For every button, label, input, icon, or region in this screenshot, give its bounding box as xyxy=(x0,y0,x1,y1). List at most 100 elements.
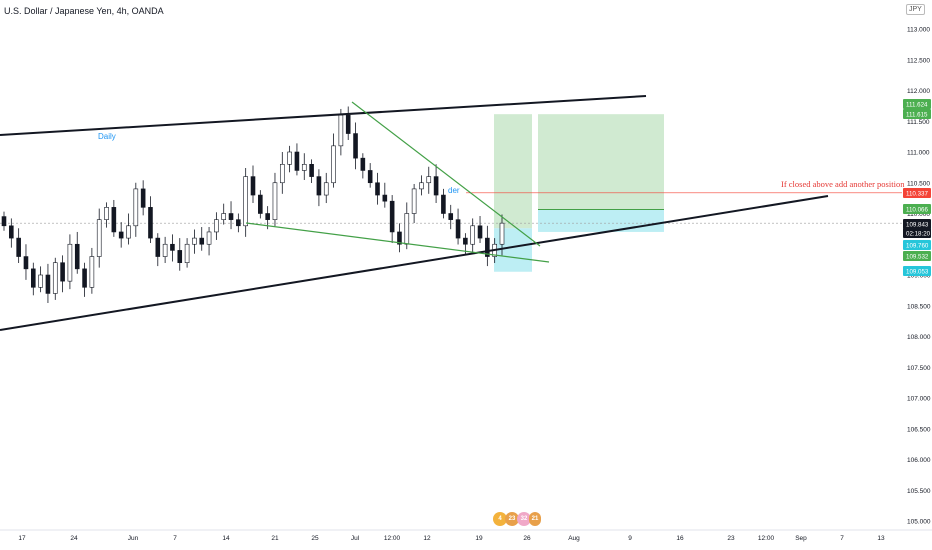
price-label-green xyxy=(903,99,931,109)
y-tick-label: 111.000 xyxy=(907,150,930,157)
candle-body xyxy=(309,164,314,177)
y-tick-label: 105.500 xyxy=(907,488,931,495)
candle-body xyxy=(214,219,219,233)
candle-body xyxy=(477,225,483,239)
price-label-text: 111.624 xyxy=(906,102,928,109)
y-tick-label: 107.500 xyxy=(907,365,931,372)
price-label-text: 109.532 xyxy=(906,254,929,261)
candle-body xyxy=(155,237,161,257)
x-tick-label: 17 xyxy=(18,535,26,542)
candle-body xyxy=(353,133,358,159)
x-tick-label: 12 xyxy=(423,535,431,542)
x-tick-label: 19 xyxy=(475,535,483,542)
candle-body xyxy=(177,250,183,263)
x-tick-label: Jul xyxy=(351,535,360,542)
candle-body xyxy=(485,237,490,257)
candle-body xyxy=(323,182,329,196)
candle-body xyxy=(23,256,29,270)
candle-body xyxy=(30,268,36,288)
candle-body xyxy=(52,262,58,294)
candle-body xyxy=(448,213,454,220)
x-tick-label: Aug xyxy=(568,535,580,542)
event-marker-3[interactable]: 32 xyxy=(517,512,531,526)
y-tick-label: 113.000 xyxy=(907,27,930,34)
note-label: If closed above add another position xyxy=(781,179,905,189)
candle-body xyxy=(287,151,292,165)
candle-body xyxy=(45,274,51,294)
candle-body xyxy=(345,114,351,134)
candle-body xyxy=(411,188,417,214)
x-tick-label: 23 xyxy=(727,535,735,542)
candle-body xyxy=(250,176,256,196)
candle-body xyxy=(301,164,307,171)
y-tick-label: 110.000 xyxy=(907,211,930,218)
candle-body xyxy=(419,182,424,190)
x-tick-label: 7 xyxy=(840,535,844,542)
candle-body xyxy=(375,182,380,196)
profit-zone-1 xyxy=(494,114,532,229)
x-tick-label: 9 xyxy=(628,535,632,542)
x-tick-label: 24 xyxy=(70,535,78,542)
price-label-dark xyxy=(903,219,931,229)
x-tick-label: 26 xyxy=(523,535,531,542)
candle-body xyxy=(499,222,505,245)
candle-body xyxy=(463,237,468,245)
x-tick-label: Sep xyxy=(795,535,807,542)
event-marker-4[interactable]: 21 xyxy=(529,512,541,526)
candle-body xyxy=(126,225,131,239)
price-label-teal xyxy=(903,266,931,276)
candle-body xyxy=(426,176,432,184)
candle-body xyxy=(455,219,461,239)
candle-body xyxy=(89,256,95,288)
event-marker-2[interactable]: 23 xyxy=(505,512,519,526)
wedge-lower-line xyxy=(245,222,550,263)
candle-body xyxy=(1,216,7,227)
price-label-text: 110.337 xyxy=(906,191,928,198)
x-tick-label: 12:00 xyxy=(384,535,401,542)
candle-body xyxy=(279,164,285,184)
candle-body xyxy=(265,213,270,220)
x-tick-label: 13 xyxy=(877,535,885,542)
candle-body xyxy=(433,176,439,196)
candle-body xyxy=(133,188,139,227)
chart-title: U.S. Dollar / Japanese Yen, 4h, OANDA xyxy=(4,6,164,16)
currency-badge[interactable]: JPY xyxy=(906,4,925,15)
candle-body xyxy=(206,231,212,245)
candle-body xyxy=(367,170,373,184)
y-tick-label: 112.500 xyxy=(907,57,930,64)
candle-body xyxy=(243,176,248,227)
candle-body xyxy=(470,225,476,245)
candle-body xyxy=(184,243,190,264)
upper-channel-line xyxy=(0,95,647,136)
candle-body xyxy=(404,213,410,245)
price-label-green xyxy=(903,109,931,119)
y-tick-label: 108.500 xyxy=(907,303,931,310)
candle-body xyxy=(111,207,117,233)
x-tick-label: 14 xyxy=(222,535,230,542)
y-tick-label: 111.500 xyxy=(907,119,930,126)
candle-body xyxy=(192,237,197,245)
event-marker-1[interactable]: 4 xyxy=(493,512,507,526)
candle-body xyxy=(67,243,73,282)
price-label-text: 109.760 xyxy=(906,243,929,250)
price-label-green xyxy=(903,204,931,214)
x-tick-label: 16 xyxy=(676,535,684,542)
x-tick-label: Jun xyxy=(128,535,139,542)
candle-body xyxy=(148,207,153,239)
candle-body xyxy=(60,262,65,282)
candle-body xyxy=(389,200,395,233)
profit-zone-2 xyxy=(538,114,664,210)
y-tick-label: 106.000 xyxy=(907,457,931,464)
candle-body xyxy=(397,231,402,245)
candle-body xyxy=(236,219,241,227)
y-tick-label: 106.500 xyxy=(907,426,931,433)
daily-label: Daily xyxy=(98,132,116,141)
lower-channel-line xyxy=(0,195,829,331)
y-tick-label: 110.500 xyxy=(907,180,930,187)
y-tick-label: 108.000 xyxy=(907,334,931,341)
candle-body xyxy=(16,237,21,257)
candle-body xyxy=(74,243,80,270)
candle-body xyxy=(316,176,322,196)
candle-body xyxy=(118,231,124,239)
